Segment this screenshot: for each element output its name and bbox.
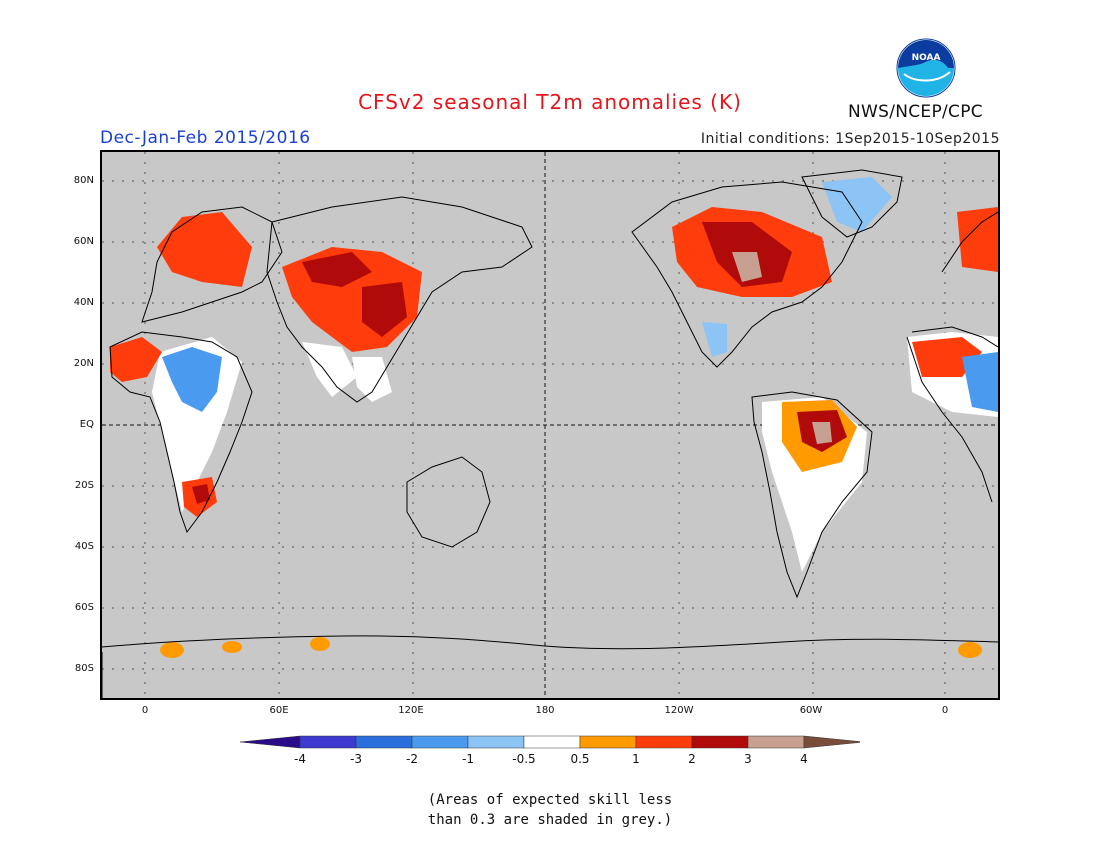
colorbar (240, 735, 860, 749)
colorbar-segment (411, 735, 469, 749)
lon-label: 120E (398, 705, 424, 716)
colorbar-segment (467, 735, 525, 749)
colorbar-segment (579, 735, 637, 749)
map-reference-lines (102, 152, 998, 698)
lat-label: 40N (73, 297, 94, 308)
colorbar-tick-label: 2 (688, 752, 696, 766)
skill-note-line1: (Areas of expected skill less (427, 792, 673, 808)
lat-label: 40S (74, 541, 94, 552)
colorbar-tick-label: -3 (350, 752, 362, 766)
world-map (102, 152, 998, 698)
map-title: CFSv2 seasonal T2m anomalies (K) (358, 90, 742, 114)
colorbar-segment (635, 735, 693, 749)
colorbar-tick-label: 1 (632, 752, 640, 766)
skill-note-line2: than 0.3 are shaded in grey.) (427, 812, 673, 828)
initial-conditions: Initial conditions: 1Sep2015-10Sep2015 (700, 131, 1000, 147)
colorbar-tick-label: 0.5 (570, 752, 590, 766)
lat-label: 20N (73, 358, 94, 369)
noaa-logo-text: NOAA (912, 53, 941, 63)
colorbar-segments (240, 735, 860, 749)
colorbar-tick-label: 4 (800, 752, 808, 766)
lon-label: 60E (269, 705, 289, 716)
lat-label: 20S (74, 480, 94, 491)
coastlines (102, 169, 998, 698)
agency-label: NWS/NCEP/CPC (848, 102, 983, 122)
forecast-period: Dec-Jan-Feb 2015/2016 (100, 128, 311, 148)
lon-label: 120W (664, 705, 694, 716)
colorbar-tick-label: -1 (462, 752, 474, 766)
lat-label: 80S (74, 663, 94, 674)
colorbar-tick-label: 3 (744, 752, 752, 766)
colorbar-segment (691, 735, 749, 749)
colorbar-segment (803, 735, 860, 749)
lon-label: 0 (941, 705, 949, 716)
colorbar-segment (523, 735, 581, 749)
lon-label: 180 (535, 705, 555, 716)
colorbar-segment (747, 735, 805, 749)
anomaly-map (100, 150, 1000, 700)
lat-label: 60S (74, 602, 94, 613)
noaa-logo-icon: NOAA (896, 38, 956, 98)
colorbar-tick-label: -2 (406, 752, 418, 766)
colorbar-tick-label: -4 (294, 752, 306, 766)
lon-label: 0 (141, 705, 149, 716)
anomaly-shading (110, 177, 998, 658)
colorbar-segment (355, 735, 413, 749)
lon-label: 60W (799, 705, 823, 716)
colorbar-segment (240, 735, 301, 749)
colorbar-tick-label: -0.5 (512, 752, 536, 766)
lat-label: 60N (73, 236, 94, 247)
lat-label: EQ (79, 419, 94, 430)
lat-label: 80N (73, 175, 94, 186)
colorbar-segment (299, 735, 357, 749)
